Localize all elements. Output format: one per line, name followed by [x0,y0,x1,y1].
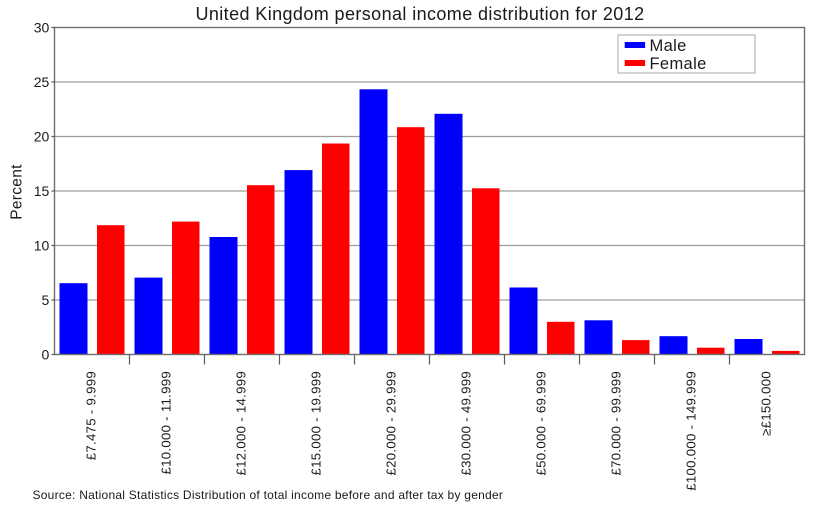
svg-text:£100.000 - 149.999: £100.000 - 149.999 [683,371,698,491]
svg-text:£10.000 - 11.999: £10.000 - 11.999 [158,371,173,475]
svg-text:£30.000 - 49.999: £30.000 - 49.999 [458,371,473,476]
svg-text:Male: Male [650,37,687,55]
svg-text:5: 5 [42,292,50,308]
svg-text:£70.000 - 99.999: £70.000 - 99.999 [608,371,623,476]
svg-text:Percent: Percent [9,164,26,220]
svg-text:United Kingdom personal income: United Kingdom personal income distribut… [195,4,644,24]
svg-text:Source: National Statistics Di: Source: National Statistics Distribution… [33,488,504,502]
svg-text:10: 10 [34,237,50,253]
svg-text:≥£150.000: ≥£150.000 [758,371,773,436]
svg-text:Female: Female [650,55,707,73]
svg-text:£15.000 - 19.999: £15.000 - 19.999 [308,371,323,476]
svg-text:25: 25 [34,74,50,90]
svg-text:£50.000 - 69.999: £50.000 - 69.999 [533,371,548,476]
svg-text:£12.000 - 14.999: £12.000 - 14.999 [233,371,248,476]
svg-text:£20.000 - 29.999: £20.000 - 29.999 [383,371,398,476]
svg-text:£7.475 - 9.999: £7.475 - 9.999 [83,371,98,460]
svg-text:30: 30 [34,19,50,35]
svg-text:20: 20 [34,128,50,144]
svg-text:15: 15 [34,183,50,199]
svg-text:0: 0 [42,346,50,362]
